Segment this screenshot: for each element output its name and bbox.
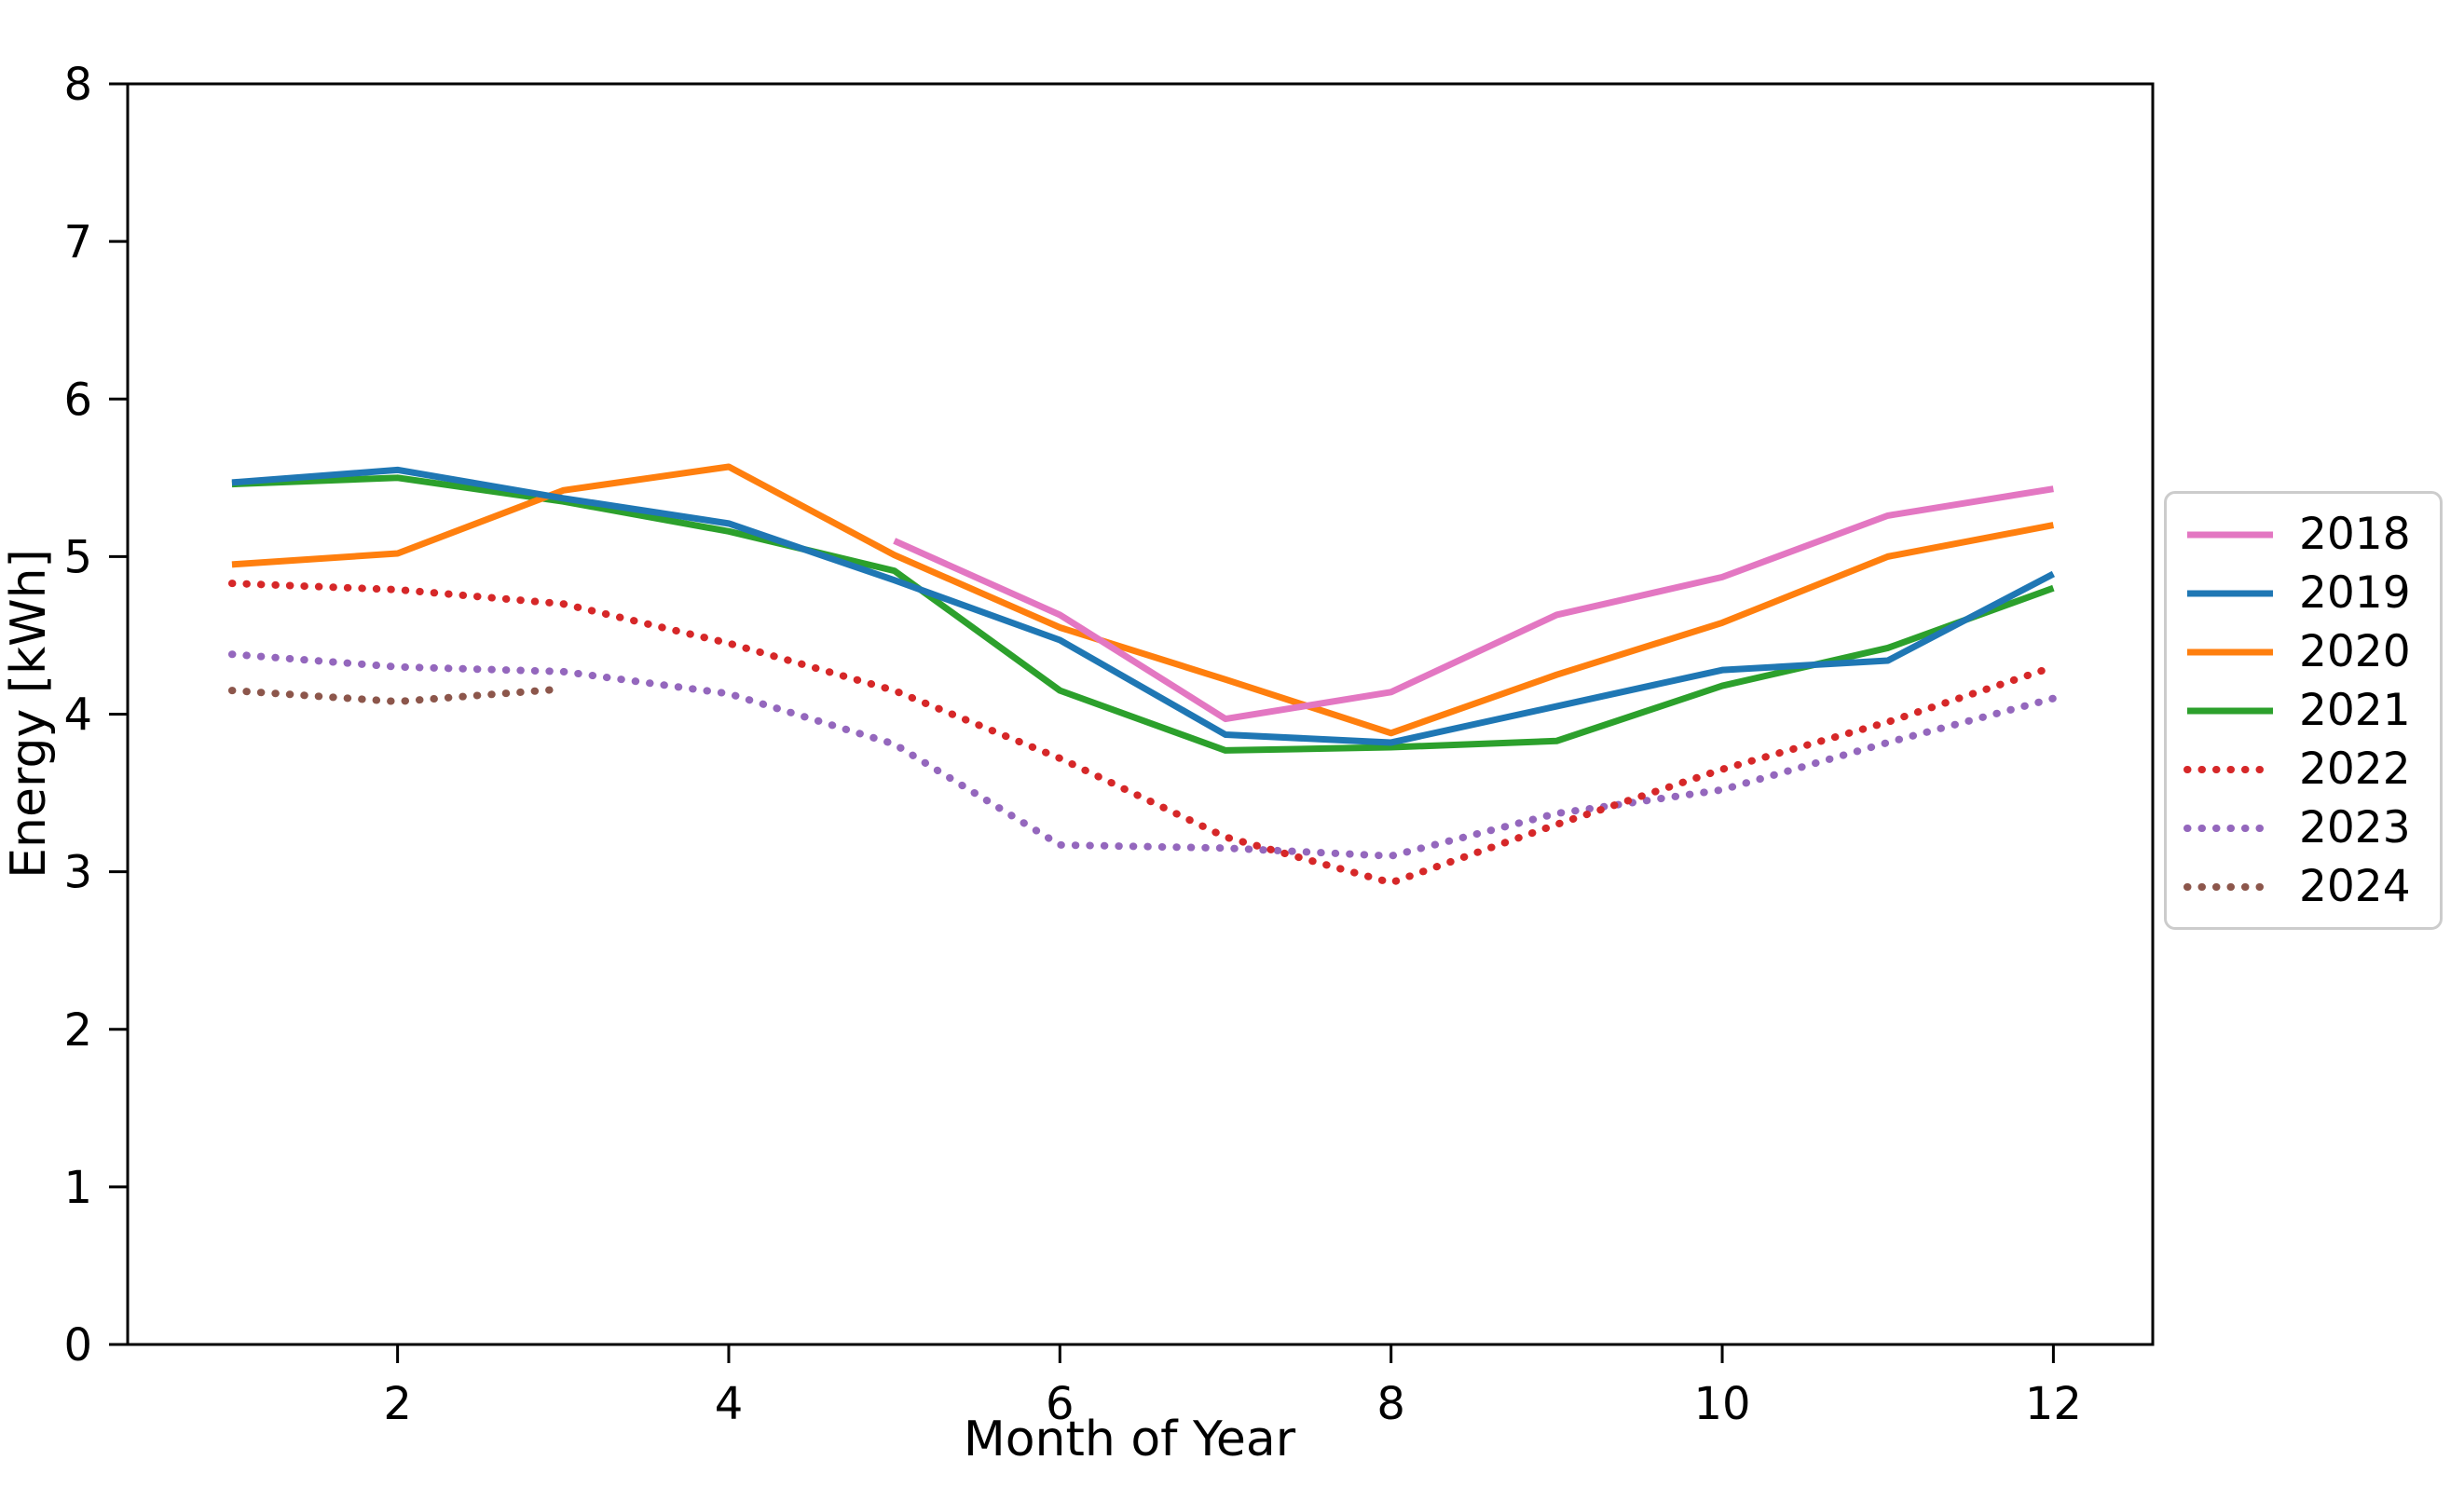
legend-swatch-2022 [2183,765,2277,773]
y-tick-label: 3 [63,847,92,899]
y-tick-label: 2 [63,1004,92,1057]
x-tick-label: 6 [1046,1378,1075,1430]
legend-item-2023: 2023 [2183,798,2421,857]
legend-swatch-2019 [2187,590,2273,596]
legend-label-2024: 2024 [2299,861,2411,912]
x-tick-label: 8 [1376,1378,1405,1430]
legend-item-2019: 2019 [2183,564,2421,622]
legend: 2018 2019 2020 2021 2022 2023 2024 [2164,491,2443,930]
legend-label-2022: 2022 [2299,744,2411,795]
legend-item-2021: 2021 [2183,681,2421,740]
legend-label-2020: 2020 [2299,626,2411,677]
y-tick-label: 7 [63,216,92,268]
series-2023-line [227,650,2058,860]
legend-item-2024: 2024 [2183,857,2421,916]
x-tick-label: 4 [715,1378,744,1430]
plot-border [126,82,2155,1346]
y-tick-label: 1 [63,1162,92,1214]
legend-label-2023: 2023 [2299,802,2411,853]
series-2020-line [231,463,2055,737]
series-2022-line [227,580,2058,887]
legend-label-2021: 2021 [2299,685,2411,736]
legend-swatch-2020 [2187,648,2273,655]
y-tick-label: 0 [63,1319,92,1371]
legend-item-2022: 2022 [2183,740,2421,798]
y-tick-label: 5 [63,531,92,583]
series-2021-line [231,474,2055,754]
x-tick-label: 2 [383,1378,412,1430]
x-tick-label: 12 [2025,1378,2082,1430]
legend-swatch-2024 [2183,882,2277,891]
series-2019-line [231,466,2056,746]
y-tick-label: 4 [63,689,92,742]
series-2018-line [893,485,2054,723]
y-tick-label: 8 [63,59,92,111]
series-2024-line [227,685,568,705]
legend-label-2019: 2019 [2299,567,2411,619]
legend-swatch-2018 [2187,531,2273,538]
legend-label-2018: 2018 [2299,509,2411,560]
x-tick-label: 10 [1693,1378,1750,1430]
y-tick-label: 6 [63,374,92,426]
x-axis-label: Month of Year [964,1412,1296,1467]
legend-item-2020: 2020 [2183,622,2421,681]
legend-item-2018: 2018 [2183,505,2421,564]
y-axis-label: Energy [kWh] [1,549,57,879]
legend-swatch-2021 [2187,707,2273,714]
legend-swatch-2023 [2183,824,2277,832]
